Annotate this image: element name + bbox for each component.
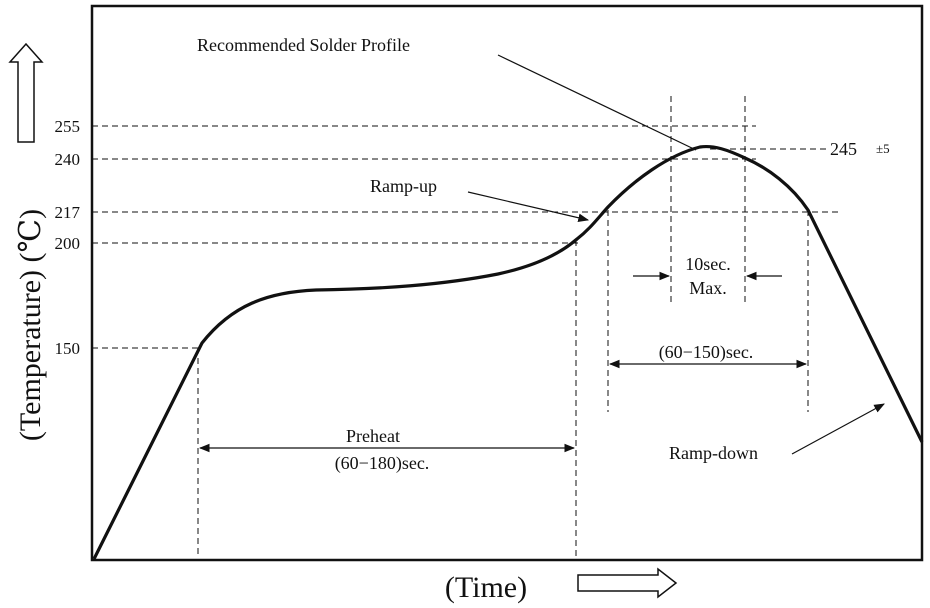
ramp-down-arrow <box>791 403 885 455</box>
x-axis-arrow-icon <box>577 567 678 599</box>
peak-time-label: 10sec. <box>685 254 730 274</box>
diagram-title: Recommended Solder Profile <box>197 35 410 55</box>
ramp-up-label: Ramp-up <box>370 176 437 196</box>
peak-tolerance: ±5 <box>876 141 890 156</box>
y-tick-200: 200 <box>55 234 81 253</box>
title-leader <box>497 54 697 151</box>
y-tick-217: 217 <box>55 203 81 222</box>
y-tick-150: 150 <box>55 339 81 358</box>
peak-time-max-label: Max. <box>689 278 727 298</box>
peak-label: 245 <box>830 139 857 159</box>
preheat-duration-label: (60−180)sec. <box>335 453 430 474</box>
y-tick-240: 240 <box>55 150 81 169</box>
y-tick-255: 255 <box>55 117 81 136</box>
plot-frame <box>90 4 924 562</box>
y-axis-title: (Temperature) (℃) <box>14 209 47 441</box>
x-axis-title: (Time) <box>445 571 527 604</box>
ramp-down-label: Ramp-down <box>669 443 758 463</box>
ramp-up-arrow <box>467 191 590 222</box>
y-axis-arrow-icon <box>8 42 44 143</box>
reflow-duration-label: (60−150)sec. <box>659 342 754 363</box>
preheat-label: Preheat <box>346 426 400 446</box>
solder-profile-curve <box>92 144 924 560</box>
